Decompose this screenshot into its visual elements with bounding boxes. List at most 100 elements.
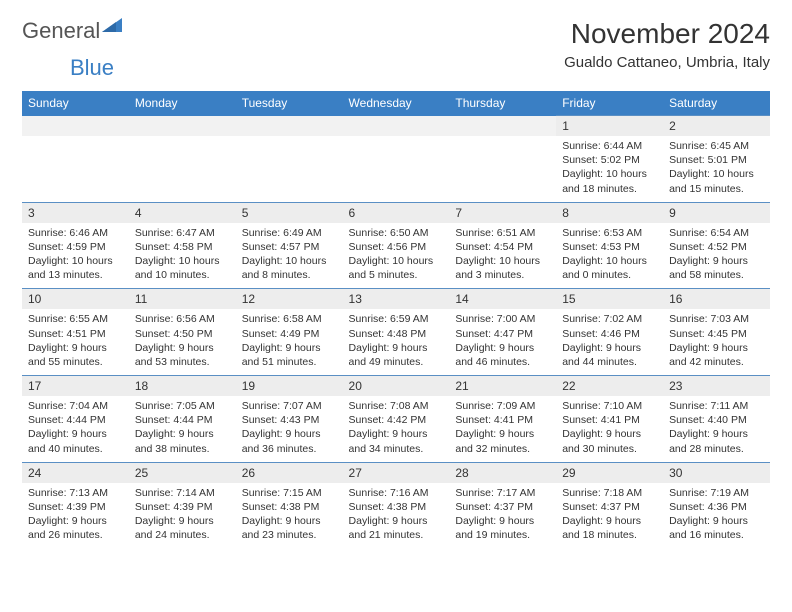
daylight-text-2: and 28 minutes.: [669, 442, 764, 456]
sunrise-text: Sunrise: 6:44 AM: [562, 139, 657, 153]
daylight-text-2: and 44 minutes.: [562, 355, 657, 369]
day-data-cell: Sunrise: 6:46 AMSunset: 4:59 PMDaylight:…: [22, 223, 129, 289]
day-data-cell: Sunrise: 6:47 AMSunset: 4:58 PMDaylight:…: [129, 223, 236, 289]
daylight-text-1: Daylight: 9 hours: [28, 341, 123, 355]
day-data-row: Sunrise: 6:55 AMSunset: 4:51 PMDaylight:…: [22, 309, 770, 375]
day-data-cell: Sunrise: 7:15 AMSunset: 4:38 PMDaylight:…: [236, 483, 343, 549]
sunset-text: Sunset: 4:49 PM: [242, 327, 337, 341]
daylight-text-1: Daylight: 9 hours: [28, 427, 123, 441]
sunset-text: Sunset: 4:47 PM: [455, 327, 550, 341]
logo-triangle-icon: [102, 18, 122, 39]
sunset-text: Sunset: 4:38 PM: [349, 500, 444, 514]
sunrise-text: Sunrise: 7:09 AM: [455, 399, 550, 413]
sunrise-text: Sunrise: 7:15 AM: [242, 486, 337, 500]
sunrise-text: Sunrise: 6:45 AM: [669, 139, 764, 153]
sunset-text: Sunset: 4:41 PM: [455, 413, 550, 427]
sunset-text: Sunset: 5:02 PM: [562, 153, 657, 167]
sunset-text: Sunset: 4:46 PM: [562, 327, 657, 341]
daylight-text-1: Daylight: 10 hours: [135, 254, 230, 268]
sunset-text: Sunset: 4:54 PM: [455, 240, 550, 254]
sunrise-text: Sunrise: 7:10 AM: [562, 399, 657, 413]
daylight-text-1: Daylight: 9 hours: [562, 514, 657, 528]
day-number-cell: 11: [129, 289, 236, 310]
daylight-text-2: and 30 minutes.: [562, 442, 657, 456]
sunrise-text: Sunrise: 6:56 AM: [135, 312, 230, 326]
sunset-text: Sunset: 4:50 PM: [135, 327, 230, 341]
sunrise-text: Sunrise: 6:59 AM: [349, 312, 444, 326]
day-number-cell: 2: [663, 116, 770, 137]
logo-word-1: General: [22, 18, 100, 44]
daylight-text-1: Daylight: 9 hours: [349, 341, 444, 355]
day-number-cell: 18: [129, 376, 236, 397]
day-data-cell: Sunrise: 6:56 AMSunset: 4:50 PMDaylight:…: [129, 309, 236, 375]
day-number-cell: 26: [236, 462, 343, 483]
sunset-text: Sunset: 4:37 PM: [562, 500, 657, 514]
day-number-cell: 17: [22, 376, 129, 397]
daylight-text-2: and 23 minutes.: [242, 528, 337, 542]
title-block: November 2024 Gualdo Cattaneo, Umbria, I…: [564, 18, 770, 71]
day-number-cell: 1: [556, 116, 663, 137]
sunset-text: Sunset: 4:43 PM: [242, 413, 337, 427]
daylight-text-1: Daylight: 9 hours: [242, 427, 337, 441]
daylight-text-2: and 21 minutes.: [349, 528, 444, 542]
daylight-text-2: and 18 minutes.: [562, 182, 657, 196]
sunrise-text: Sunrise: 7:03 AM: [669, 312, 764, 326]
day-number-cell: 28: [449, 462, 556, 483]
sunrise-text: Sunrise: 6:58 AM: [242, 312, 337, 326]
day-of-week-header: Monday: [129, 91, 236, 116]
day-data-cell: Sunrise: 6:49 AMSunset: 4:57 PMDaylight:…: [236, 223, 343, 289]
sunrise-text: Sunrise: 6:49 AM: [242, 226, 337, 240]
daylight-text-2: and 19 minutes.: [455, 528, 550, 542]
day-data-cell: Sunrise: 7:04 AMSunset: 4:44 PMDaylight:…: [22, 396, 129, 462]
day-data-cell: [129, 136, 236, 202]
daylight-text-1: Daylight: 9 hours: [28, 514, 123, 528]
sunset-text: Sunset: 4:39 PM: [28, 500, 123, 514]
sunset-text: Sunset: 4:39 PM: [135, 500, 230, 514]
sunset-text: Sunset: 4:57 PM: [242, 240, 337, 254]
daylight-text-2: and 36 minutes.: [242, 442, 337, 456]
day-data-cell: Sunrise: 6:51 AMSunset: 4:54 PMDaylight:…: [449, 223, 556, 289]
daylight-text-2: and 24 minutes.: [135, 528, 230, 542]
sunset-text: Sunset: 4:44 PM: [28, 413, 123, 427]
day-number-cell: 14: [449, 289, 556, 310]
daylight-text-1: Daylight: 9 hours: [562, 427, 657, 441]
day-data-cell: Sunrise: 6:55 AMSunset: 4:51 PMDaylight:…: [22, 309, 129, 375]
daylight-text-1: Daylight: 9 hours: [669, 254, 764, 268]
day-number-cell: [343, 116, 450, 137]
day-number-cell: 27: [343, 462, 450, 483]
day-data-cell: Sunrise: 7:11 AMSunset: 4:40 PMDaylight:…: [663, 396, 770, 462]
daylight-text-1: Daylight: 9 hours: [135, 341, 230, 355]
sunrise-text: Sunrise: 6:54 AM: [669, 226, 764, 240]
sunrise-text: Sunrise: 7:16 AM: [349, 486, 444, 500]
sunrise-text: Sunrise: 7:19 AM: [669, 486, 764, 500]
sunset-text: Sunset: 4:58 PM: [135, 240, 230, 254]
sunset-text: Sunset: 4:59 PM: [28, 240, 123, 254]
day-data-cell: [236, 136, 343, 202]
day-data-cell: Sunrise: 6:59 AMSunset: 4:48 PMDaylight:…: [343, 309, 450, 375]
daylight-text-1: Daylight: 9 hours: [242, 514, 337, 528]
day-data-cell: Sunrise: 7:07 AMSunset: 4:43 PMDaylight:…: [236, 396, 343, 462]
day-number-row: 17181920212223: [22, 376, 770, 397]
sunset-text: Sunset: 4:44 PM: [135, 413, 230, 427]
day-data-cell: Sunrise: 6:44 AMSunset: 5:02 PMDaylight:…: [556, 136, 663, 202]
day-of-week-header: Sunday: [22, 91, 129, 116]
day-data-cell: Sunrise: 7:03 AMSunset: 4:45 PMDaylight:…: [663, 309, 770, 375]
daylight-text-2: and 15 minutes.: [669, 182, 764, 196]
daylight-text-1: Daylight: 9 hours: [349, 427, 444, 441]
daylight-text-2: and 8 minutes.: [242, 268, 337, 282]
day-data-cell: [343, 136, 450, 202]
daylight-text-2: and 0 minutes.: [562, 268, 657, 282]
sunrise-text: Sunrise: 6:50 AM: [349, 226, 444, 240]
day-data-cell: [449, 136, 556, 202]
day-number-cell: 12: [236, 289, 343, 310]
daylight-text-2: and 32 minutes.: [455, 442, 550, 456]
daylight-text-1: Daylight: 10 hours: [455, 254, 550, 268]
daylight-text-2: and 13 minutes.: [28, 268, 123, 282]
day-number-cell: [129, 116, 236, 137]
day-of-week-header-row: SundayMondayTuesdayWednesdayThursdayFrid…: [22, 91, 770, 116]
sunrise-text: Sunrise: 7:02 AM: [562, 312, 657, 326]
day-data-cell: Sunrise: 7:18 AMSunset: 4:37 PMDaylight:…: [556, 483, 663, 549]
day-number-row: 12: [22, 116, 770, 137]
day-number-cell: 8: [556, 202, 663, 223]
day-data-cell: Sunrise: 6:45 AMSunset: 5:01 PMDaylight:…: [663, 136, 770, 202]
